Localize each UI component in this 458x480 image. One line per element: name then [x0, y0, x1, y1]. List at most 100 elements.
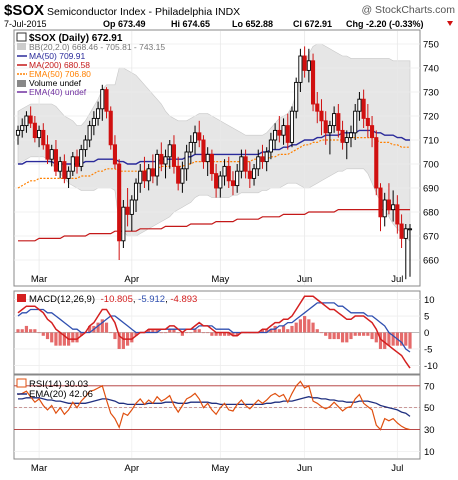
candlestick — [365, 104, 370, 138]
candlestick — [125, 188, 130, 227]
macd-legend-text: MACD(12,26,9) -10.805, -5.912, -4.893 — [29, 294, 197, 305]
macd-tick-label: -5 — [424, 344, 432, 355]
candlestick — [235, 164, 240, 193]
candle-body — [285, 125, 290, 143]
candlestick — [142, 156, 147, 188]
candle-body — [20, 125, 25, 131]
macd-legend-hist: -4.893 — [170, 294, 197, 305]
candle-body — [201, 139, 206, 163]
price-tick-label: 660 — [423, 256, 439, 267]
candle-body — [243, 156, 248, 172]
candle-body — [370, 125, 375, 139]
macd-hist-bar — [50, 332, 54, 343]
candle-body — [66, 170, 71, 179]
candle-body — [32, 122, 37, 139]
candle-body — [378, 187, 383, 218]
candlestick — [214, 164, 219, 198]
candlestick — [285, 113, 290, 150]
ma50-line — [18, 129, 410, 165]
x-label-bottom: May — [211, 463, 229, 474]
candle-body — [41, 129, 46, 146]
macd-hist-bar — [134, 332, 138, 336]
candle-body — [24, 115, 29, 127]
candlestick — [138, 164, 143, 193]
candle-body — [184, 151, 189, 170]
axis-layer: 6606706806907007107207307407501050-5-107… — [31, 40, 439, 475]
candle-body — [79, 149, 84, 167]
candlestick — [327, 120, 332, 155]
macd-hist-bar — [206, 332, 210, 334]
macd-hist-bar — [37, 332, 41, 334]
macd-hist-bar — [294, 322, 298, 333]
candle-body — [365, 117, 370, 127]
candle-body — [273, 129, 278, 141]
x-label-bottom: Mar — [31, 463, 47, 474]
macd-hist-bar — [357, 332, 362, 336]
header-close: Cl 672.91 — [293, 19, 332, 29]
candlestick — [386, 183, 391, 215]
candlestick — [62, 154, 67, 184]
rsi-layer — [14, 380, 420, 452]
price-layer — [14, 31, 420, 458]
candlestick — [399, 214, 404, 248]
price-tick-label: 700 — [423, 160, 439, 171]
macd-hist-bar — [399, 332, 404, 346]
candlestick — [150, 154, 155, 184]
candlestick — [79, 144, 84, 172]
candlestick — [32, 116, 37, 143]
macd-hist-bar — [298, 319, 303, 333]
candlestick — [201, 135, 206, 169]
candlestick — [407, 224, 413, 277]
macd-hist-bar — [151, 329, 155, 333]
legend-ma200: MA(200) 680.58 — [29, 60, 90, 70]
macd-hist-bar — [41, 332, 45, 336]
candle-body — [96, 108, 101, 119]
candlestick — [184, 144, 189, 181]
candle-body — [167, 144, 172, 158]
legend-ma50: MA(50) 709.91 — [29, 51, 85, 61]
candle-body — [289, 110, 295, 143]
macd-hist-bar — [387, 332, 391, 346]
candle-body — [117, 163, 122, 242]
macd-hist-bar — [290, 325, 294, 333]
candle-body — [159, 153, 164, 165]
candlestick — [268, 132, 273, 160]
candle-body — [323, 120, 328, 134]
rsi-tick-label: 30 — [424, 425, 435, 436]
macd-hist-bar — [58, 332, 62, 346]
candle-body — [268, 139, 273, 153]
candlestick — [264, 147, 269, 172]
macd-hist-bar — [214, 332, 218, 336]
candlestick — [20, 118, 25, 138]
candle-body — [226, 165, 231, 182]
candlestick — [323, 111, 328, 145]
candle-body — [112, 144, 117, 165]
price-tick-label: 730 — [423, 88, 439, 99]
ma200-line — [18, 209, 410, 242]
candle-body — [230, 180, 236, 187]
candlestick — [70, 152, 75, 176]
candlestick — [100, 84, 105, 121]
candlestick — [104, 87, 109, 119]
candle-body — [239, 156, 244, 172]
x-label-bottom: Apr — [124, 463, 139, 474]
candle-body — [395, 204, 400, 225]
candle-body — [235, 170, 240, 187]
macd-hist-bar — [130, 332, 134, 343]
candle-body — [155, 153, 160, 177]
macd-tick-label: 10 — [424, 295, 435, 306]
candlestick — [403, 224, 408, 280]
candle-body — [37, 129, 42, 139]
candlestick — [306, 48, 311, 83]
candle-body — [382, 199, 387, 218]
candlestick — [117, 159, 122, 260]
macd-hist-bar — [197, 329, 201, 333]
price-tick-label: 670 — [423, 232, 439, 243]
candle-body — [129, 199, 134, 215]
candlestick — [222, 159, 227, 186]
candle-body — [121, 206, 126, 242]
candlestick — [41, 123, 46, 150]
candlestick — [121, 200, 126, 248]
macd-hist-bar — [16, 329, 20, 333]
